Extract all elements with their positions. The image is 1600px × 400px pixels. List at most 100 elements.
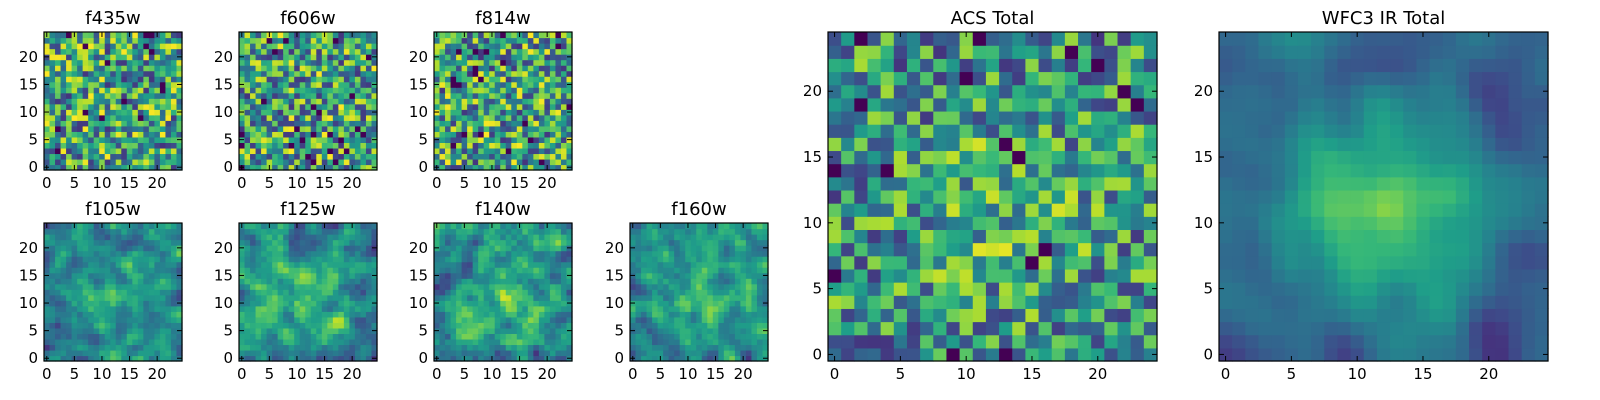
heatmap-cell xyxy=(461,300,468,307)
heatmap-cell xyxy=(299,294,306,301)
heatmap-cell xyxy=(310,278,317,285)
heatmap-cell xyxy=(522,245,529,252)
heatmap-cell xyxy=(244,120,251,127)
heatmap-cell xyxy=(718,261,725,268)
heatmap-cells xyxy=(630,223,769,362)
heatmap-cell xyxy=(439,103,446,110)
heatmap-cell xyxy=(533,125,540,132)
heatmap-cell xyxy=(1130,334,1145,349)
heatmap-cell xyxy=(1091,203,1105,217)
heatmap-cell xyxy=(445,294,452,301)
heatmap-cell xyxy=(516,76,523,83)
heatmap-cell xyxy=(349,153,356,160)
heatmap-cell xyxy=(657,283,664,290)
heatmap-cell xyxy=(461,37,468,44)
heatmap-cell xyxy=(544,322,551,329)
heatmap-cell xyxy=(880,189,895,204)
plot-frame xyxy=(43,31,183,171)
heatmap-cell xyxy=(456,147,463,155)
heatmap-cell xyxy=(165,87,172,94)
heatmap-cell xyxy=(1038,203,1053,217)
heatmap-cell xyxy=(349,234,356,241)
heatmap-cell xyxy=(321,228,328,235)
heatmap-cell xyxy=(560,59,568,66)
heatmap-cell xyxy=(483,300,490,307)
heatmap-cell xyxy=(77,131,84,138)
heatmap-cell xyxy=(1012,268,1026,283)
heatmap-cell xyxy=(294,272,301,279)
heatmap-cell xyxy=(641,256,648,263)
heatmap-cell xyxy=(266,114,273,121)
heatmap-cell xyxy=(332,261,339,268)
heatmap-cell xyxy=(527,48,534,55)
heatmap-cell xyxy=(652,344,659,351)
heatmap-cell xyxy=(283,283,290,290)
heatmap-cell xyxy=(305,158,312,166)
heatmap-cell xyxy=(1025,321,1040,336)
heatmap-cell xyxy=(690,311,697,318)
heatmap-cell xyxy=(701,272,708,279)
heatmap-cell xyxy=(522,87,529,94)
heatmap-cell xyxy=(365,76,373,83)
heatmap-cell xyxy=(154,305,161,312)
heatmap-cell xyxy=(674,322,681,329)
heatmap-cell xyxy=(555,300,562,307)
heatmap-cell xyxy=(679,272,686,279)
heatmap-cell xyxy=(316,311,323,318)
heatmap-cell xyxy=(82,294,89,301)
heatmap-cell xyxy=(500,109,507,116)
heatmap-cell xyxy=(71,272,78,279)
heatmap-cell xyxy=(154,338,161,346)
heatmap-cell xyxy=(483,87,490,94)
heatmap-cell xyxy=(82,136,89,143)
heatmap-cell xyxy=(170,278,178,285)
heatmap-cell xyxy=(439,98,446,105)
heatmap-cell xyxy=(646,289,653,296)
heatmap-cell xyxy=(49,245,56,252)
heatmap-cell xyxy=(121,32,128,39)
heatmap-cell xyxy=(283,54,290,61)
heatmap-cell xyxy=(55,355,62,362)
heatmap-cell xyxy=(450,278,457,285)
heatmap-cell xyxy=(288,125,295,132)
heatmap-cell xyxy=(115,153,122,160)
heatmap-cell xyxy=(261,147,268,155)
heatmap-cell xyxy=(239,114,246,121)
heatmap-cell xyxy=(712,300,719,307)
heatmap-cell xyxy=(55,283,62,290)
heatmap-cell xyxy=(533,223,540,230)
heatmap-cell xyxy=(1051,308,1066,323)
heatmap-cell xyxy=(239,147,246,155)
heatmap-cell xyxy=(734,344,741,351)
heatmap-cell xyxy=(104,81,111,88)
heatmap-cell xyxy=(93,120,100,127)
heatmap-cell xyxy=(165,278,172,285)
heatmap-cell xyxy=(511,283,518,290)
heatmap-cell xyxy=(244,338,251,346)
heatmap-cell xyxy=(250,349,257,357)
heatmap-cell xyxy=(176,256,183,263)
heatmap-cell xyxy=(371,283,378,290)
heatmap-cell xyxy=(701,228,708,235)
heatmap-cell xyxy=(439,300,446,307)
heatmap-cell xyxy=(762,278,769,285)
heatmap-cell xyxy=(549,239,557,246)
heatmap-cell xyxy=(349,289,356,296)
heatmap-cell xyxy=(538,250,545,257)
heatmap-cell xyxy=(439,136,446,143)
heatmap-cell xyxy=(110,70,117,77)
heatmap-cell xyxy=(159,256,167,263)
heatmap-cell xyxy=(505,114,512,121)
heatmap-cell xyxy=(516,250,523,257)
heatmap-cell xyxy=(332,333,339,340)
heatmap-cell xyxy=(663,278,670,285)
heatmap-cell xyxy=(555,48,562,55)
heatmap-cell xyxy=(478,234,485,241)
heatmap-cell xyxy=(467,153,474,160)
heatmap-cell xyxy=(434,338,441,346)
heatmap-cell xyxy=(261,223,268,230)
heatmap-cell xyxy=(66,120,73,127)
heatmap-cell xyxy=(244,37,251,44)
heatmap-cell xyxy=(652,316,659,323)
heatmap-cell xyxy=(277,283,284,290)
